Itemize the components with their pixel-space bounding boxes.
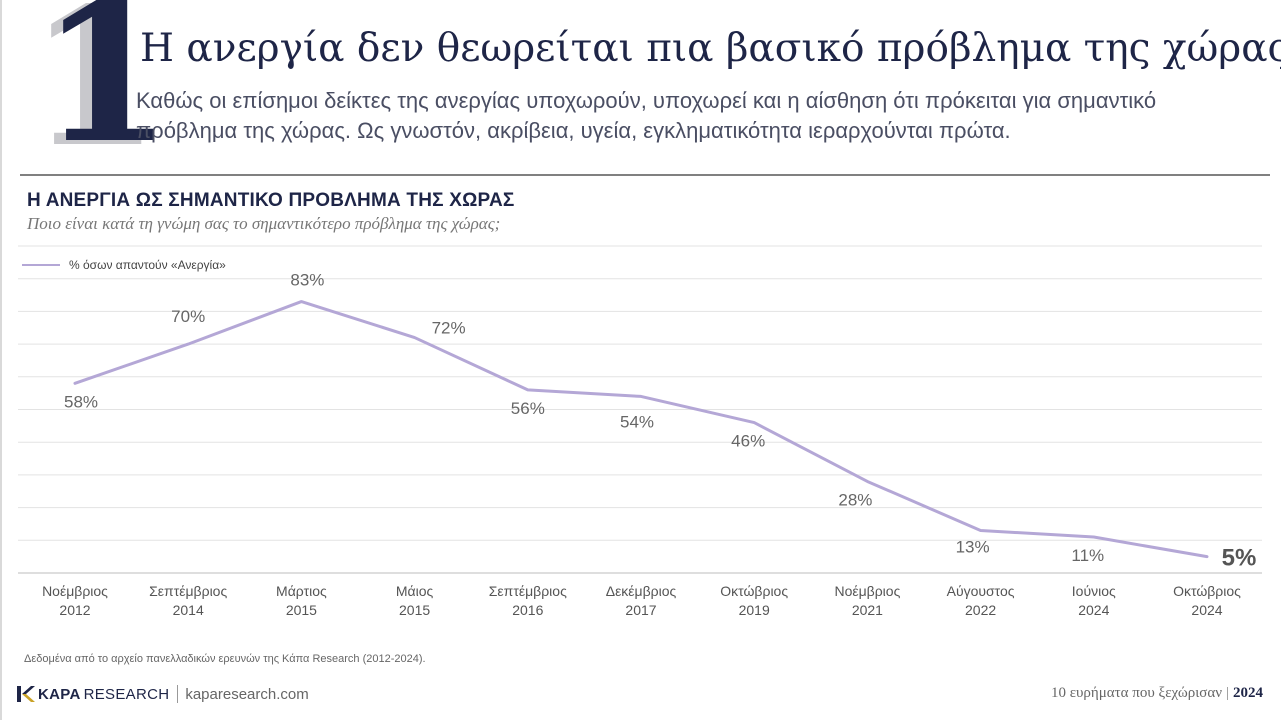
chart-subtitle: Ποιο είναι κατά τη γνώμη σας το σημαντικ… bbox=[27, 214, 501, 233]
section-number: 1 1 bbox=[20, 0, 172, 173]
section-number-shadow: 1 bbox=[28, 0, 160, 189]
section-number-front: 1 bbox=[40, 0, 172, 185]
footer-series-title: 10 ευρήματα που ξεχώρισαν | 2024 bbox=[1051, 685, 1263, 702]
x-tick-label: Νοέμβριος 2012 bbox=[42, 583, 108, 618]
chart-gridlines bbox=[18, 245, 1262, 574]
brand-name-kapa: KAPA bbox=[38, 685, 81, 703]
line-chart: % όσων απαντούν «Ανεργία» 58% 70% 83% 72% 56… bbox=[18, 245, 1262, 618]
data-label: 5% bbox=[1222, 545, 1257, 572]
brand-url: kaparesearch.com bbox=[185, 685, 309, 703]
x-tick-label: Δεκέμβριος 2017 bbox=[606, 583, 677, 618]
footer-separator: | bbox=[1225, 685, 1229, 701]
x-tick-label: Μάρτιος 2015 bbox=[276, 583, 327, 618]
x-tick-label: Σεπτέμβριος 2014 bbox=[149, 583, 227, 618]
page-title: Η ανεργία δεν θεωρείται πια βασικό πρόβλ… bbox=[140, 26, 1281, 71]
x-axis: Νοέμβριος 2012 Σεπτέμβριος 2014 Μάρτιος 2015 Μ… bbox=[42, 583, 1241, 618]
data-label: 13% bbox=[956, 537, 990, 556]
data-label: 72% bbox=[432, 319, 466, 338]
page-lede: Καθώς οι επίσημοι δείκτες της ανεργίας υ… bbox=[136, 88, 1157, 143]
x-tick-label: Αύγουστος 2022 bbox=[947, 583, 1015, 618]
kapa-k-icon bbox=[17, 686, 35, 702]
chart-legend: % όσων απαντούν «Ανεργία» bbox=[22, 258, 226, 272]
brand-logo: KAPA RESEARCH kaparesearch.com bbox=[16, 683, 309, 705]
x-tick-label: Οκτώβριος 2024 bbox=[1173, 583, 1241, 618]
chart-title: Η ΑΝΕΡΓΙΑ ΩΣ ΣΗΜΑΝΤΙΚΟ ΠΡΟΒΛΗΜΑ ΤΗΣ ΧΩΡΑ… bbox=[27, 190, 515, 211]
data-label: 70% bbox=[171, 307, 205, 326]
data-label: 58% bbox=[64, 392, 98, 411]
brand-name-research: RESEARCH bbox=[83, 685, 170, 703]
x-tick-label: Μάιος 2015 bbox=[396, 583, 434, 618]
data-label: 11% bbox=[1071, 546, 1104, 565]
data-label: 83% bbox=[290, 271, 324, 290]
x-tick-label: Σεπτέμβριος 2016 bbox=[489, 583, 567, 618]
legend-label: % όσων απαντούν «Ανεργία» bbox=[69, 258, 226, 272]
data-label: 46% bbox=[731, 432, 765, 451]
footer-series-text: 10 ευρήματα που ξεχώρισαν bbox=[1050, 685, 1222, 701]
x-tick-label: Οκτώβριος 2019 bbox=[720, 583, 788, 618]
footer-year: 2024 bbox=[1233, 685, 1263, 701]
left-edge-rule bbox=[0, 0, 2, 720]
data-label: 56% bbox=[511, 399, 545, 418]
section-divider bbox=[20, 174, 1270, 176]
data-label: 54% bbox=[620, 412, 654, 431]
brand-separator bbox=[177, 685, 179, 703]
chart-series: 58% 70% 83% 72% 56% 54% 46% 28% 13% 11% 5% bbox=[64, 271, 1256, 572]
data-label: 28% bbox=[838, 490, 872, 509]
source-footnote: Δεδομένα από το αρχείο πανελλαδικών ερευ… bbox=[24, 653, 426, 665]
series-line bbox=[73, 300, 1209, 559]
x-tick-label: Νοέμβριος 2021 bbox=[834, 583, 900, 618]
x-tick-label: Ιούνιος 2024 bbox=[1072, 583, 1116, 618]
